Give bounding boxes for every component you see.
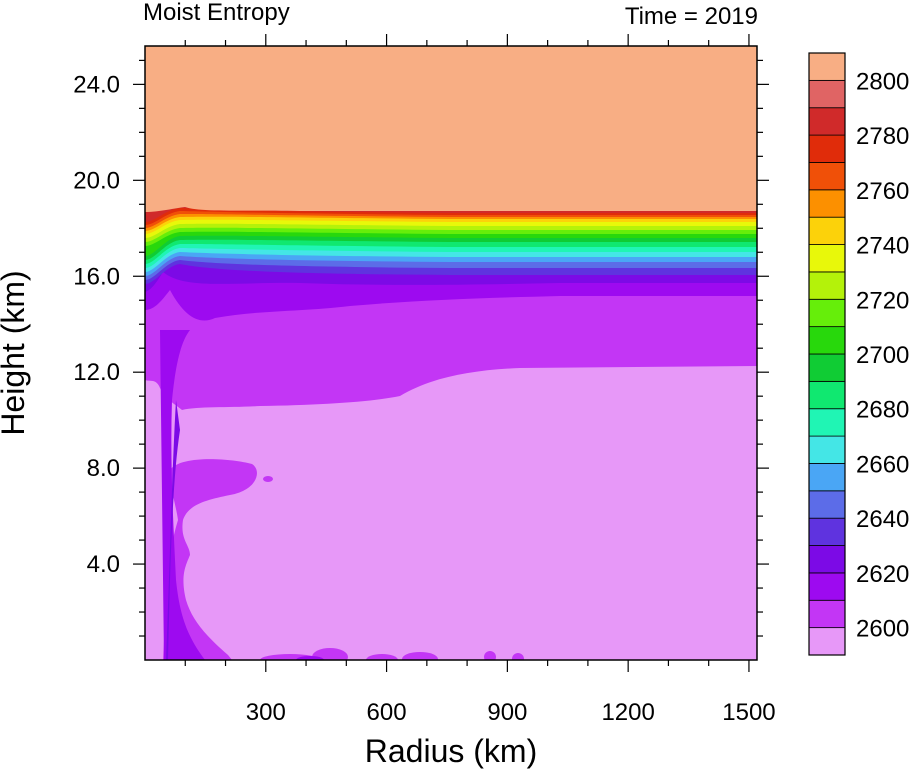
colorbar-swatch xyxy=(808,380,846,410)
y-tick-label: 8.0 xyxy=(87,455,120,482)
colorbar-swatch xyxy=(808,463,846,492)
colorbar-label: 2680 xyxy=(856,397,909,424)
colorbar-label: 2620 xyxy=(856,561,909,588)
colorbar: 2600 2620 2640 2660 2680 2700 2720 2740 2760 2780… xyxy=(808,52,909,656)
colorbar-swatch xyxy=(808,244,846,273)
colorbar-swatch xyxy=(808,52,846,81)
colorbar-label: 2800 xyxy=(856,68,909,95)
surface-blob xyxy=(402,652,438,660)
band-above-2800 xyxy=(145,46,757,212)
y-tick-label: 12.0 xyxy=(73,359,120,386)
colorbar-swatch xyxy=(808,517,846,546)
colorbar-frame xyxy=(808,52,846,656)
surface-blob xyxy=(366,654,398,660)
x-tick-label: 900 xyxy=(487,699,527,726)
colorbar-label: 2720 xyxy=(856,287,909,314)
surface-blob xyxy=(312,648,348,660)
y-tick-label: 20.0 xyxy=(73,167,120,194)
colorbar-label: 2600 xyxy=(856,616,909,643)
y-tick-label: 24.0 xyxy=(73,71,120,98)
chart-title-right: Time = 2019 xyxy=(625,3,758,30)
y-axis-label: Height (km) xyxy=(0,270,31,435)
x-tick-label: 1200 xyxy=(601,699,654,726)
colorbar-swatch xyxy=(808,79,846,109)
band-2620-core xyxy=(160,330,205,660)
colorbar-swatch xyxy=(808,435,846,464)
colorbar-label: 2660 xyxy=(856,451,909,478)
x-axis-label: Radius (km) xyxy=(365,733,537,769)
colorbar-swatch xyxy=(808,599,846,629)
colorbar-swatch xyxy=(808,326,846,355)
colorbar-swatch xyxy=(808,107,846,136)
axis-ticks: 300 600 900 1200 1500 4.0 8.0 12.0 16.0 20.0 24.0 xyxy=(73,34,776,726)
band-2610-blob xyxy=(263,476,273,482)
colorbar-swatch xyxy=(808,353,846,382)
colorbar-label: 2740 xyxy=(856,233,909,260)
plot-area xyxy=(145,46,757,660)
x-tick-label: 300 xyxy=(246,699,286,726)
y-tick-label: 16.0 xyxy=(73,263,120,290)
x-tick-label: 1500 xyxy=(722,699,775,726)
plot-frame xyxy=(144,45,758,661)
colorbar-swatch xyxy=(808,189,846,218)
colorbar-swatch xyxy=(808,490,846,519)
y-tick-label: 4.0 xyxy=(87,551,120,578)
band-2630-core xyxy=(166,400,180,660)
x-tick-label: 600 xyxy=(367,699,407,726)
chart-title-left: Moist Entropy xyxy=(143,0,290,26)
colorbar-label: 2640 xyxy=(856,506,909,533)
colorbar-swatch xyxy=(808,545,846,574)
colorbar-swatch xyxy=(808,298,846,328)
colorbar-swatch xyxy=(808,162,846,191)
colorbar-swatch xyxy=(808,134,846,163)
colorbar-label: 2780 xyxy=(856,123,909,150)
surface-blob xyxy=(512,653,524,660)
colorbar-swatch xyxy=(808,271,846,300)
colorbar-label: 2760 xyxy=(856,178,909,205)
colorbar-swatch xyxy=(808,216,846,245)
colorbar-swatch xyxy=(808,627,846,656)
surface-blob-core xyxy=(296,656,324,660)
colorbar-swatch xyxy=(808,572,846,601)
colorbar-swatch xyxy=(808,408,846,437)
band-2610-eyewall xyxy=(163,459,257,660)
surface-blob xyxy=(484,651,496,660)
colorbar-label: 2700 xyxy=(856,342,909,369)
